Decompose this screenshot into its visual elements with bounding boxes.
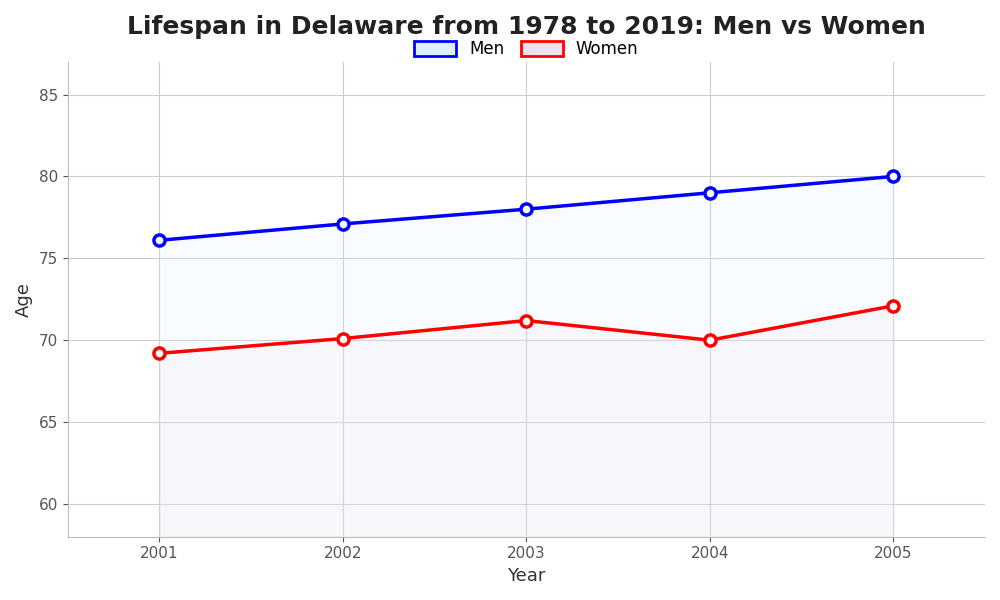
X-axis label: Year: Year (507, 567, 546, 585)
Legend: Men, Women: Men, Women (406, 32, 647, 67)
Y-axis label: Age: Age (15, 282, 33, 317)
Title: Lifespan in Delaware from 1978 to 2019: Men vs Women: Lifespan in Delaware from 1978 to 2019: … (127, 15, 926, 39)
